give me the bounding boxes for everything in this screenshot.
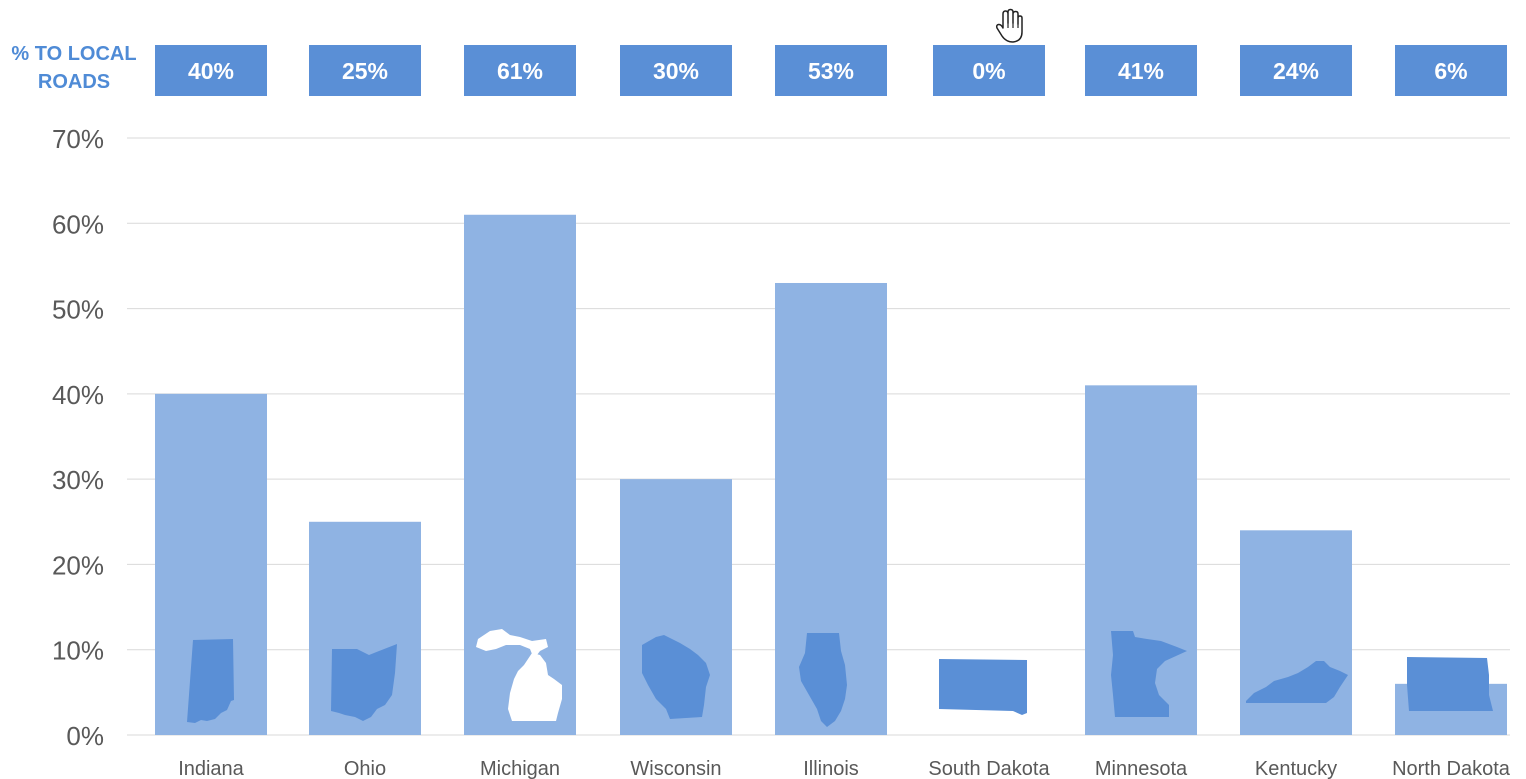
bar-michigan	[464, 214, 576, 735]
x-tick-label: Illinois	[803, 758, 859, 779]
north-dakota-shape-icon	[1407, 657, 1493, 711]
value-label-box	[620, 45, 732, 96]
value-label-box	[1240, 45, 1352, 96]
bar-kentucky	[1240, 530, 1352, 735]
y-tick-label: 0%	[66, 721, 104, 751]
ohio-shape-icon	[331, 644, 397, 721]
y-tick-label: 70%	[52, 124, 104, 154]
value-label-box	[933, 45, 1045, 96]
y-tick-label: 50%	[52, 295, 104, 325]
value-label-box	[309, 45, 421, 96]
y-tick-label: 40%	[52, 380, 104, 410]
x-tick-label: Wisconsin	[630, 758, 721, 779]
hand-cursor-icon	[995, 8, 1023, 43]
y-axis-ticks: 0% 10% 20% 30% 40% 50% 60% 70%	[52, 124, 104, 751]
x-tick-label: Ohio	[344, 758, 386, 779]
value-label: 0%	[972, 58, 1005, 84]
kentucky-shape-icon	[1246, 661, 1348, 703]
x-tick-label: North Dakota	[1392, 758, 1511, 779]
header-label: % TO LOCAL ROADS	[4, 40, 144, 96]
value-label: 24%	[1273, 58, 1319, 84]
value-label-box	[155, 45, 267, 96]
illinois-shape-icon	[799, 633, 847, 727]
y-tick-label: 30%	[52, 465, 104, 495]
indiana-shape-icon	[187, 639, 234, 723]
x-tick-label: Minnesota	[1095, 758, 1188, 779]
value-label: 6%	[1434, 58, 1467, 84]
x-tick-label: Kentucky	[1255, 758, 1337, 779]
x-tick-label: South Dakota	[928, 758, 1050, 779]
y-tick-label: 20%	[52, 550, 104, 580]
header-label-line2: ROADS	[37, 71, 111, 93]
minnesota-shape-icon	[1111, 631, 1187, 717]
michigan-shape-icon	[476, 629, 562, 721]
value-label-box	[1395, 45, 1507, 96]
value-label: 41%	[1118, 58, 1164, 84]
value-label: 53%	[808, 58, 854, 84]
header-label-line1: % TO LOCAL	[11, 43, 137, 65]
state-shapes	[187, 629, 1493, 727]
x-axis-ticks: Indiana Ohio Michigan Wisconsin Illinois Sout…	[178, 758, 1511, 779]
bars	[155, 214, 1507, 735]
value-label: 61%	[497, 58, 543, 84]
value-label-box	[775, 45, 887, 96]
x-tick-label: Indiana	[178, 758, 244, 779]
value-label: 40%	[188, 58, 234, 84]
south-dakota-shape-icon	[939, 659, 1027, 715]
value-label-boxes: 40% 25% 61% 30% 53% 0% 41% 24% 6%	[155, 45, 1507, 96]
y-tick-label: 60%	[52, 209, 104, 239]
value-label-box	[1085, 45, 1197, 96]
wisconsin-shape-icon	[642, 635, 710, 719]
y-tick-label: 10%	[52, 636, 104, 666]
value-label: 30%	[653, 58, 699, 84]
value-label-box	[464, 45, 576, 96]
value-label: 25%	[342, 58, 388, 84]
x-tick-label: Michigan	[480, 758, 560, 779]
